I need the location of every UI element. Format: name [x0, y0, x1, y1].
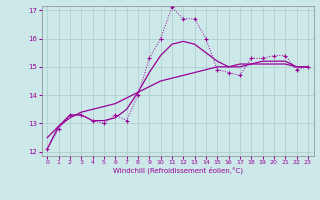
X-axis label: Windchill (Refroidissement éolien,°C): Windchill (Refroidissement éolien,°C)	[113, 167, 243, 174]
